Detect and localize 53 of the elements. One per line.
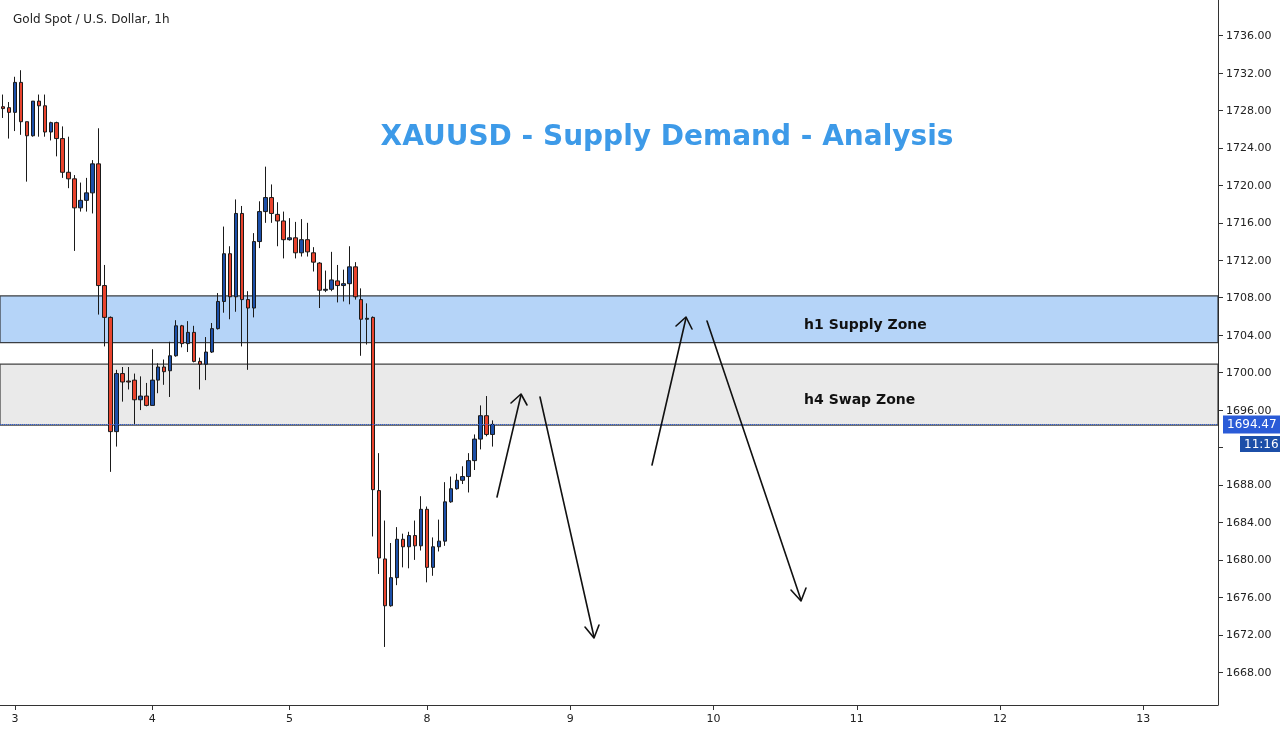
x-tick-label: 11 bbox=[849, 712, 864, 725]
candlestick bbox=[7, 101, 11, 140]
y-tick-label: 1668.00 bbox=[1226, 665, 1272, 679]
candlestick bbox=[431, 536, 435, 577]
candlestick bbox=[449, 476, 453, 504]
candlestick bbox=[37, 94, 41, 138]
candlestick bbox=[383, 520, 387, 648]
candlestick bbox=[13, 76, 17, 132]
y-tick-label: 1732.00 bbox=[1226, 66, 1272, 80]
band-label: h1 Supply Zone bbox=[804, 315, 927, 332]
x-tick-label: 12 bbox=[993, 712, 1008, 725]
candlestick bbox=[425, 506, 429, 583]
x-tick-label: 5 bbox=[286, 712, 294, 725]
band-label: h4 Swap Zone bbox=[804, 390, 916, 407]
candlestick bbox=[1, 94, 5, 119]
y-tick-label: 1712.00 bbox=[1226, 253, 1272, 267]
candlestick bbox=[443, 481, 447, 547]
candlestick bbox=[419, 495, 423, 552]
candlestick bbox=[389, 542, 393, 608]
y-tick-label: 1688.00 bbox=[1226, 478, 1272, 492]
text: 11:16 bbox=[1244, 437, 1279, 451]
y-tick-label: 1720.00 bbox=[1226, 178, 1272, 192]
candlestick bbox=[31, 100, 35, 138]
candlestick bbox=[401, 533, 405, 568]
x-tick-label: 8 bbox=[423, 712, 431, 725]
x-tick-label: 4 bbox=[148, 712, 156, 725]
x-tick-label: 3 bbox=[11, 712, 19, 725]
candlestick bbox=[437, 519, 441, 552]
y-tick-label: 1680.00 bbox=[1226, 553, 1272, 567]
y-tick-label: 1724.00 bbox=[1226, 141, 1272, 155]
ref-line-label: 1694.47 bbox=[1227, 417, 1277, 432]
y-tick-label: 1672.00 bbox=[1226, 628, 1272, 642]
candlestick bbox=[395, 526, 399, 586]
x-tick-label: 9 bbox=[566, 712, 574, 725]
y-tick-label: 1684.00 bbox=[1226, 515, 1272, 529]
y-tick-label: 1700.00 bbox=[1226, 366, 1272, 380]
candlestick bbox=[25, 121, 29, 183]
candlestick bbox=[413, 520, 417, 561]
candlestick bbox=[19, 69, 23, 136]
y-tick-label: 1708.00 bbox=[1226, 291, 1272, 305]
x-tick-label: 13 bbox=[1136, 712, 1151, 725]
candlestick bbox=[43, 94, 47, 138]
y-tick-label: 1704.00 bbox=[1226, 328, 1272, 342]
text: Gold Spot / U.S. Dollar, 1h bbox=[13, 12, 170, 26]
y-tick-label: 1736.00 bbox=[1226, 29, 1272, 43]
y-tick-label: 1716.00 bbox=[1226, 216, 1272, 230]
y-tick-label: 1728.00 bbox=[1226, 103, 1272, 117]
y-tick-label: 1676.00 bbox=[1226, 590, 1272, 604]
candlestick bbox=[377, 452, 381, 575]
candlestick bbox=[407, 531, 411, 569]
x-tick-label: 10 bbox=[706, 712, 721, 725]
text: XAUUSD - Supply Demand - Analysis bbox=[380, 118, 954, 152]
y-tick-label: 1696.00 bbox=[1226, 403, 1272, 417]
